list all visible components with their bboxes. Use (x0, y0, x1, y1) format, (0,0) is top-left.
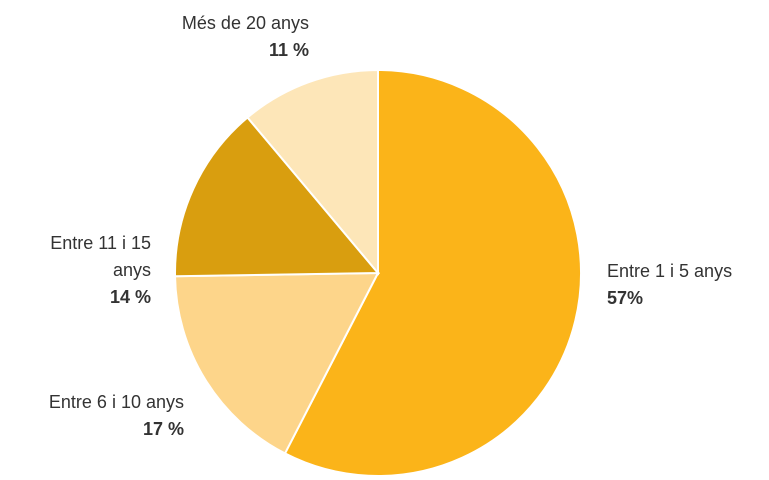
category-label: Entre 6 i 10 anys (48, 392, 184, 412)
value-label: 57% (607, 288, 644, 308)
value-label: 11 % (268, 40, 309, 60)
slice-label: Entre 1 i 5 anys 57% (607, 258, 732, 312)
pie-slice (246, 68, 379, 276)
category-label: Més de 20 anys (181, 13, 309, 33)
pie-slice (174, 271, 380, 455)
category-label: Entre 11 i 15 anys (50, 233, 151, 280)
pie-slice (283, 68, 582, 477)
slice-label: Entre 11 i 15 anys 14 % (41, 230, 151, 311)
slice-label: Més de 20 anys 11 % (182, 10, 309, 64)
slice-label: Entre 6 i 10 anys 17 % (49, 389, 184, 443)
category-label: Entre 1 i 5 anys (607, 261, 733, 281)
value-label: 17 % (142, 419, 184, 439)
pie-slice (174, 116, 381, 278)
value-label: 14 % (109, 287, 151, 307)
